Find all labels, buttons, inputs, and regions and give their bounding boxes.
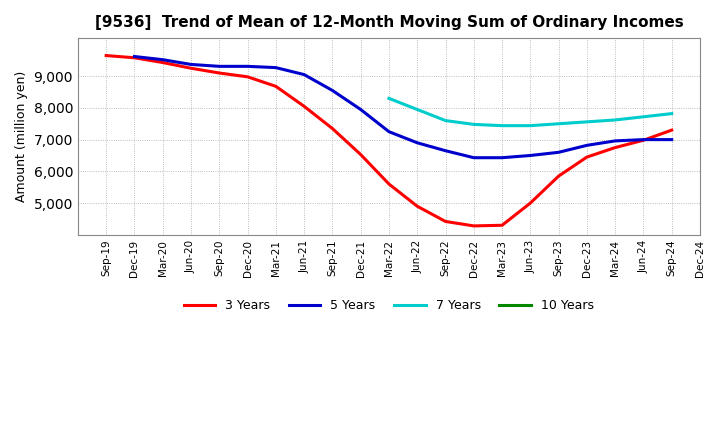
3 Years <box>300 104 308 109</box>
5 Years <box>215 64 224 69</box>
5 Years <box>328 88 337 93</box>
3 Years <box>158 60 167 65</box>
3 Years <box>441 219 450 224</box>
5 Years <box>498 155 506 160</box>
3 Years <box>667 128 676 133</box>
3 Years <box>102 53 110 58</box>
5 Years <box>611 138 619 143</box>
7 Years <box>441 118 450 123</box>
5 Years <box>667 137 676 142</box>
5 Years <box>554 150 563 155</box>
Line: 7 Years: 7 Years <box>389 99 672 126</box>
3 Years <box>243 74 252 80</box>
Line: 5 Years: 5 Years <box>135 56 672 158</box>
3 Years <box>413 204 421 209</box>
3 Years <box>271 84 280 89</box>
Line: 3 Years: 3 Years <box>106 55 672 226</box>
5 Years <box>469 155 478 160</box>
7 Years <box>384 96 393 101</box>
3 Years <box>582 154 591 160</box>
3 Years <box>526 201 535 206</box>
Y-axis label: Amount (million yen): Amount (million yen) <box>15 71 28 202</box>
7 Years <box>582 119 591 125</box>
3 Years <box>215 70 224 76</box>
5 Years <box>243 64 252 69</box>
5 Years <box>356 107 365 112</box>
3 Years <box>498 223 506 228</box>
Title: [9536]  Trend of Mean of 12-Month Moving Sum of Ordinary Incomes: [9536] Trend of Mean of 12-Month Moving … <box>94 15 683 30</box>
5 Years <box>158 57 167 62</box>
3 Years <box>384 181 393 187</box>
5 Years <box>300 72 308 77</box>
3 Years <box>356 152 365 157</box>
3 Years <box>469 223 478 228</box>
3 Years <box>554 173 563 179</box>
7 Years <box>469 122 478 127</box>
3 Years <box>186 66 195 71</box>
5 Years <box>384 129 393 134</box>
3 Years <box>639 138 648 143</box>
5 Years <box>413 140 421 146</box>
5 Years <box>130 54 139 59</box>
5 Years <box>582 143 591 148</box>
3 Years <box>611 145 619 150</box>
7 Years <box>413 107 421 112</box>
5 Years <box>639 137 648 142</box>
5 Years <box>441 148 450 154</box>
3 Years <box>130 55 139 60</box>
7 Years <box>498 123 506 128</box>
7 Years <box>639 114 648 119</box>
5 Years <box>526 153 535 158</box>
5 Years <box>271 65 280 70</box>
5 Years <box>186 62 195 67</box>
7 Years <box>554 121 563 126</box>
7 Years <box>526 123 535 128</box>
7 Years <box>611 117 619 123</box>
7 Years <box>667 111 676 116</box>
Legend: 3 Years, 5 Years, 7 Years, 10 Years: 3 Years, 5 Years, 7 Years, 10 Years <box>179 294 599 317</box>
3 Years <box>328 126 337 131</box>
